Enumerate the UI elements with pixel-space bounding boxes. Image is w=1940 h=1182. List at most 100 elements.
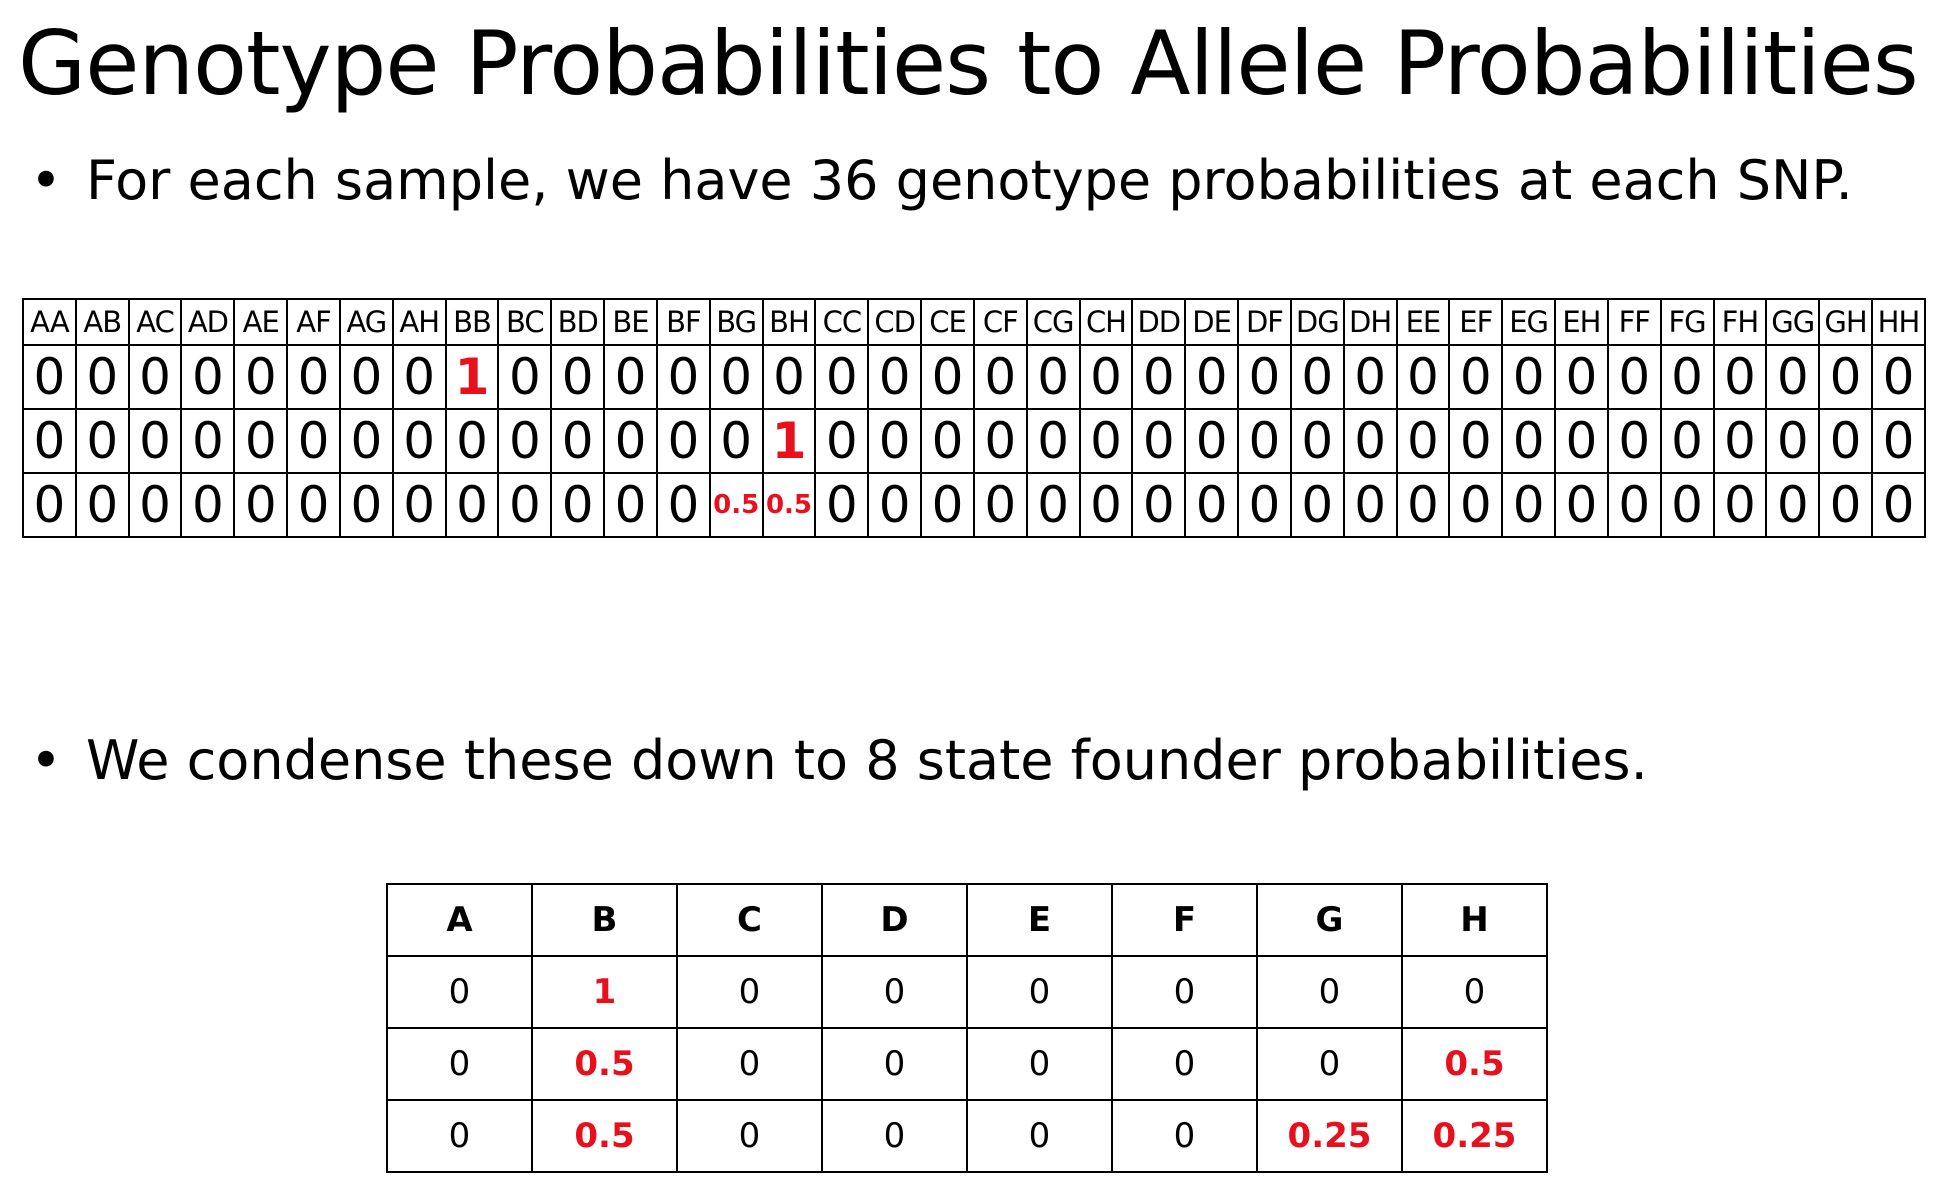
- genotype-cell: 0: [1501, 472, 1557, 538]
- allele-header-cell: D: [821, 883, 968, 957]
- allele-cell: 0: [966, 1027, 1113, 1101]
- genotype-cell: 0: [1765, 408, 1821, 474]
- genotype-cell: 0: [1712, 472, 1768, 538]
- genotype-cell: 0: [1448, 408, 1504, 474]
- genotype-header-cell: CD: [867, 298, 923, 346]
- genotype-cell: 0: [603, 408, 658, 474]
- genotype-cell: 0: [233, 408, 289, 474]
- genotype-header-cell: BG: [708, 298, 764, 346]
- genotype-cell: 0: [286, 472, 341, 538]
- genotype-cell: 0: [391, 408, 447, 474]
- genotype-cell: 0: [1078, 344, 1134, 410]
- allele-cell: 0.5: [531, 1027, 678, 1101]
- genotype-cell: 0: [1395, 344, 1451, 410]
- allele-cell: 0: [1111, 1099, 1258, 1173]
- genotype-cell: 0: [972, 344, 1028, 410]
- genotype-cell: 0: [655, 472, 711, 538]
- genotype-cell: 0: [761, 344, 817, 410]
- genotype-header-cell: CC: [814, 298, 870, 346]
- genotype-cell: 0: [233, 472, 289, 538]
- allele-cell: 0: [386, 955, 533, 1029]
- genotype-cell: 0: [814, 408, 870, 474]
- genotype-cell: 0.5: [708, 472, 764, 538]
- genotype-cell: 0: [74, 344, 130, 410]
- genotype-cell: 0: [708, 408, 764, 474]
- genotype-header-cell: HH: [1870, 298, 1927, 346]
- genotype-cell: 0: [867, 344, 923, 410]
- allele-header-cell: A: [386, 883, 533, 957]
- genotype-cell: 0: [286, 344, 341, 410]
- genotype-header-cell: AE: [233, 298, 289, 346]
- allele-cell: 0: [1256, 955, 1403, 1029]
- genotype-cell: 0: [1184, 472, 1240, 538]
- genotype-cell: 0: [1395, 408, 1451, 474]
- genotype-cell: 1: [444, 344, 500, 410]
- genotype-cell: 0: [1870, 344, 1927, 410]
- genotype-cell: 0: [550, 408, 606, 474]
- genotype-cell: 0: [1395, 472, 1451, 538]
- allele-header-cell: F: [1111, 883, 1258, 957]
- genotype-cell: 0: [1289, 472, 1345, 538]
- allele-cell: 0: [386, 1027, 533, 1101]
- genotype-cell: 0: [1342, 344, 1398, 410]
- allele-cell: 0.25: [1401, 1099, 1548, 1173]
- genotype-header-cell: CH: [1078, 298, 1134, 346]
- genotype-cell: 0: [1870, 408, 1927, 474]
- genotype-header-row: AA AB AC AD AE AF AG AH BB BC BD BE BF BG BH CC CD CE CF CG…: [22, 298, 1927, 346]
- genotype-cell: 0: [1184, 344, 1240, 410]
- genotype-cell: 0: [444, 408, 500, 474]
- genotype-cell: 0: [1765, 344, 1821, 410]
- genotype-probability-table: AA AB AC AD AE AF AG AH BB BC BD BE BF BG BH CC CD CE CF CG…: [22, 298, 1927, 538]
- genotype-header-cell: DD: [1131, 298, 1187, 346]
- allele-probability-table: A B C D E F G H 0 1 0 0 0 0 0 0 0 0.5 0 0 0 0 0 0.5 0 0.5 0 0 0 0 0.25…: [386, 883, 1548, 1173]
- genotype-cell: 0: [972, 472, 1028, 538]
- allele-header-cell: C: [676, 883, 823, 957]
- genotype-header-cell: FG: [1659, 298, 1715, 346]
- genotype-cell: 0: [1818, 408, 1873, 474]
- allele-header-cell: G: [1256, 883, 1403, 957]
- genotype-cell: 0: [603, 344, 658, 410]
- genotype-cell: 0: [1712, 408, 1768, 474]
- allele-cell: 0.5: [1401, 1027, 1548, 1101]
- genotype-cell: 0: [1184, 408, 1240, 474]
- genotype-cell: 0: [1025, 344, 1081, 410]
- genotype-cell: 0: [1765, 472, 1821, 538]
- genotype-cell: 0: [74, 408, 130, 474]
- genotype-cell: 0: [814, 472, 870, 538]
- bullet-dot: •: [30, 729, 62, 792]
- genotype-cell: 0: [1606, 344, 1662, 410]
- allele-cell: 0: [1256, 1027, 1403, 1101]
- allele-cell: 0: [676, 1027, 823, 1101]
- genotype-cell: 0: [920, 408, 975, 474]
- allele-header-cell: B: [531, 883, 678, 957]
- genotype-cell: 0: [127, 344, 183, 410]
- genotype-header-cell: DF: [1237, 298, 1292, 346]
- genotype-cell: 0: [1818, 344, 1873, 410]
- allele-cell: 0: [821, 1027, 968, 1101]
- genotype-cell: 0: [1659, 344, 1715, 410]
- genotype-header-cell: AH: [391, 298, 447, 346]
- genotype-cell: 0: [814, 344, 870, 410]
- genotype-header-cell: CG: [1025, 298, 1081, 346]
- genotype-header-cell: AC: [127, 298, 183, 346]
- genotype-header-cell: AG: [338, 298, 394, 346]
- genotype-header-cell: BF: [655, 298, 711, 346]
- genotype-cell: 0: [655, 344, 711, 410]
- genotype-cell: 0: [1078, 472, 1134, 538]
- genotype-header-cell: CE: [920, 298, 975, 346]
- genotype-cell: 0: [497, 472, 553, 538]
- genotype-cell: 0: [233, 344, 289, 410]
- genotype-header-cell: AB: [74, 298, 130, 346]
- allele-cell: 0: [386, 1099, 533, 1173]
- genotype-cell: 0: [127, 472, 183, 538]
- bullet-dot: •: [30, 149, 62, 212]
- genotype-cell: 0: [1501, 344, 1557, 410]
- genotype-cell: 0: [74, 472, 130, 538]
- allele-cell: 0: [966, 1099, 1113, 1173]
- allele-cell: 0: [1111, 1027, 1258, 1101]
- bullet-founder-probabilities: • We condense these down to 8 state found…: [30, 728, 1648, 794]
- slide-title: Genotype Probabilities to Allele Probabi…: [18, 12, 1919, 115]
- genotype-cell: 0: [1659, 408, 1715, 474]
